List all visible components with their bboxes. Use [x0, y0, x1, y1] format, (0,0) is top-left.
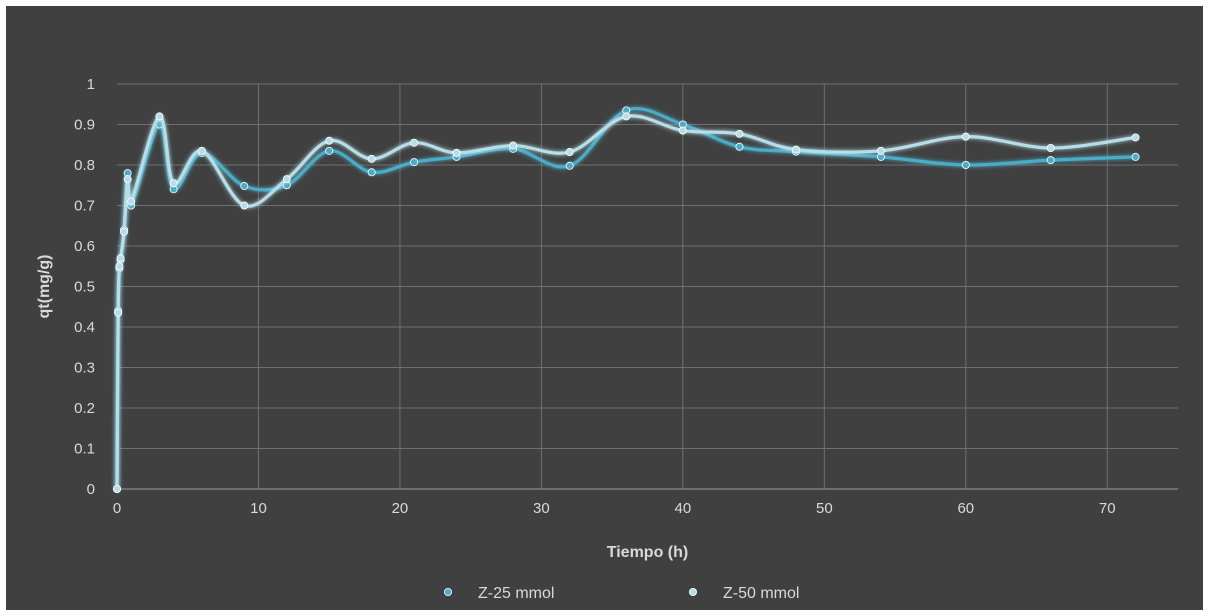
data-point — [240, 182, 249, 191]
data-point — [410, 158, 419, 167]
data-point — [1131, 152, 1140, 161]
y-tick-label: 0.9 — [74, 117, 95, 134]
data-point — [622, 112, 631, 121]
data-point — [325, 136, 334, 145]
data-point — [367, 154, 376, 163]
x-tick-label: 20 — [392, 500, 409, 517]
data-point — [325, 146, 334, 155]
data-point — [169, 179, 178, 188]
chart-background — [6, 6, 1203, 610]
y-tick-label: 0.1 — [74, 441, 95, 458]
data-point — [961, 160, 970, 169]
y-tick-label: 0.6 — [74, 238, 95, 255]
series-2 — [113, 112, 1140, 493]
data-point — [509, 141, 518, 150]
legend-label: Z-50 mmol — [723, 585, 799, 602]
y-tick-label: 0.5 — [74, 279, 95, 296]
data-point — [113, 484, 122, 493]
data-point — [127, 197, 136, 206]
y-axis-title: qt(mg/g) — [36, 255, 53, 319]
x-tick-label: 30 — [533, 500, 550, 517]
x-axis-title: Tiempo (h) — [607, 544, 688, 561]
y-tick-label: 0.3 — [74, 360, 95, 377]
data-point — [116, 254, 125, 263]
x-tick-label: 40 — [675, 500, 692, 517]
data-point — [565, 148, 574, 157]
x-tick-label: 10 — [250, 500, 267, 517]
data-point — [410, 138, 419, 147]
data-point — [678, 126, 687, 135]
data-point — [367, 168, 376, 177]
x-tick-label: 0 — [113, 500, 121, 517]
data-point — [197, 146, 206, 155]
data-point — [1046, 156, 1055, 165]
x-tick-label: 50 — [816, 500, 833, 517]
legend-swatch-marker — [689, 588, 698, 597]
data-point — [735, 142, 744, 151]
legend-item: Z-50 mmol — [665, 585, 799, 602]
y-tick-label: 1 — [87, 76, 95, 93]
x-tick-label: 60 — [957, 500, 974, 517]
y-tick-label: 0.4 — [74, 319, 95, 336]
legend: Z-25 mmol Z-50 mmol — [420, 585, 799, 602]
legend-label: Z-25 mmol — [478, 585, 554, 602]
data-point — [240, 201, 249, 210]
data-point — [282, 175, 291, 184]
data-point — [155, 112, 164, 121]
data-point — [876, 146, 885, 155]
y-tick-label: 0.2 — [74, 400, 95, 417]
y-tick-label: 0.8 — [74, 157, 95, 174]
data-point — [1046, 143, 1055, 152]
axes: 00.10.20.30.40.50.60.70.80.910 10 20 30 40 50… — [74, 76, 1178, 517]
y-tick-label: 0.7 — [74, 198, 95, 215]
data-point — [735, 129, 744, 138]
data-point — [120, 227, 129, 236]
data-point — [565, 161, 574, 170]
series-layer — [113, 106, 1140, 493]
data-point — [123, 175, 132, 184]
data-point — [961, 132, 970, 141]
gridlines — [117, 83, 1178, 489]
data-point — [1131, 133, 1140, 142]
y-tick-label: 0 — [87, 481, 95, 498]
x-tick-label: 70 — [1099, 500, 1116, 517]
legend-item: Z-25 mmol — [420, 585, 554, 602]
legend-swatch-marker — [443, 588, 452, 597]
data-point — [114, 308, 123, 317]
data-point — [452, 148, 461, 157]
data-point — [115, 262, 124, 271]
data-point — [792, 145, 801, 154]
